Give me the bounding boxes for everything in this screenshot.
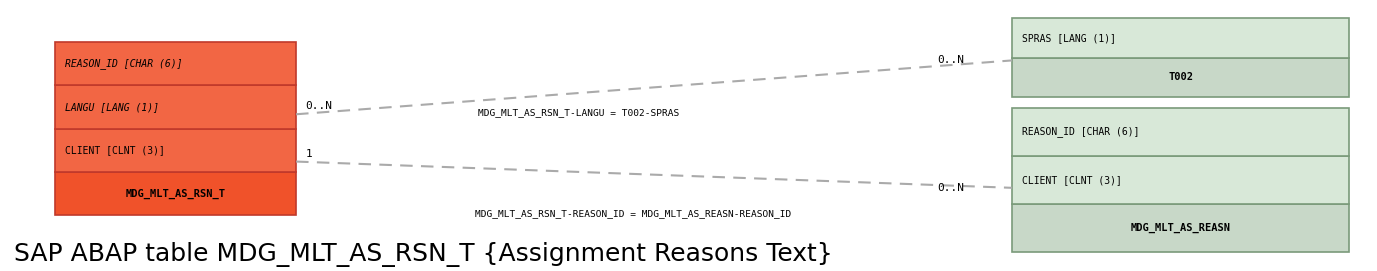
Text: MDG_MLT_AS_RSN_T-REASON_ID = MDG_MLT_AS_REASN-REASON_ID: MDG_MLT_AS_RSN_T-REASON_ID = MDG_MLT_AS_… (475, 209, 792, 218)
Text: LANGU [LANG (1)]: LANGU [LANG (1)] (65, 102, 158, 112)
Text: REASON_ID [CHAR (6)]: REASON_ID [CHAR (6)] (65, 58, 182, 69)
Text: 0..N: 0..N (936, 183, 964, 193)
FancyBboxPatch shape (55, 85, 296, 129)
Text: SPRAS [LANG (1)]: SPRAS [LANG (1)] (1022, 33, 1115, 43)
Text: SAP ABAP table MDG_MLT_AS_RSN_T {Assignment Reasons Text}: SAP ABAP table MDG_MLT_AS_RSN_T {Assignm… (14, 242, 833, 267)
FancyBboxPatch shape (1012, 108, 1349, 156)
Text: 0..N: 0..N (936, 56, 964, 65)
FancyBboxPatch shape (1012, 204, 1349, 252)
Text: 0..N: 0..N (306, 101, 333, 111)
Text: MDG_MLT_AS_REASN: MDG_MLT_AS_REASN (1131, 223, 1231, 233)
FancyBboxPatch shape (1012, 58, 1349, 97)
FancyBboxPatch shape (55, 129, 296, 172)
FancyBboxPatch shape (1012, 156, 1349, 204)
Text: 1: 1 (306, 149, 313, 159)
Text: REASON_ID [CHAR (6)]: REASON_ID [CHAR (6)] (1022, 126, 1139, 137)
FancyBboxPatch shape (55, 42, 296, 85)
Text: T002: T002 (1168, 73, 1194, 82)
FancyBboxPatch shape (1012, 18, 1349, 58)
FancyBboxPatch shape (55, 172, 296, 215)
Text: CLIENT [CLNT (3)]: CLIENT [CLNT (3)] (65, 146, 165, 155)
Text: MDG_MLT_AS_RSN_T: MDG_MLT_AS_RSN_T (125, 189, 226, 199)
Text: MDG_MLT_AS_RSN_T-LANGU = T002-SPRAS: MDG_MLT_AS_RSN_T-LANGU = T002-SPRAS (478, 108, 679, 117)
Text: CLIENT [CLNT (3)]: CLIENT [CLNT (3)] (1022, 175, 1122, 185)
